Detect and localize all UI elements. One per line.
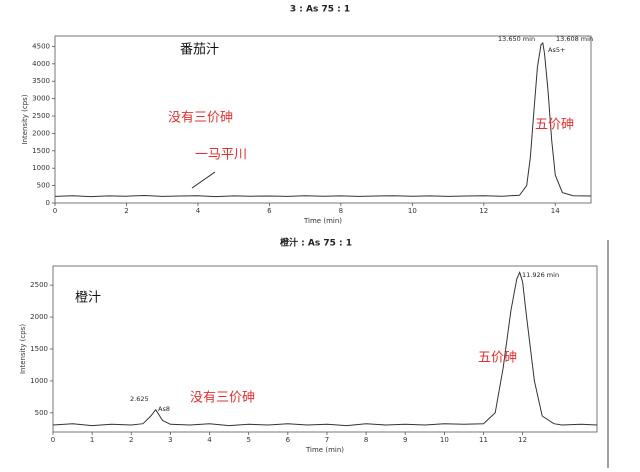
annotation: 橙汁 <box>75 291 101 306</box>
plot-frame <box>52 265 598 433</box>
annotation: 一马平川 <box>195 148 247 163</box>
pointer <box>191 171 216 189</box>
x-tick-label: 0 <box>51 436 55 444</box>
x-tick-label: 7 <box>325 436 329 444</box>
y-tick-label: 2500 <box>30 281 48 289</box>
x-tick-label: 5 <box>246 436 250 444</box>
y-tick-label: 2500 <box>32 112 50 120</box>
y-tick-label: 3500 <box>32 77 50 85</box>
trace <box>52 270 598 427</box>
annotation: 没有三价砷 <box>168 111 233 126</box>
x-tick-label: 9 <box>403 436 407 444</box>
x-tick-label: 4 <box>196 207 201 215</box>
x-tick-label: 8 <box>364 436 368 444</box>
x-tick-label: 12 <box>479 207 488 215</box>
annotation: 11.926 min <box>522 271 559 279</box>
x-tick-label: 3 <box>168 436 172 444</box>
y-tick-label: 2000 <box>30 313 48 321</box>
y-tick-label: 0 <box>46 199 50 207</box>
y-tick-label: 1000 <box>30 377 48 385</box>
annotation: 2.625 <box>130 395 149 403</box>
y-tick-label: 1500 <box>32 147 50 155</box>
x-tick-label: 4 <box>207 436 212 444</box>
y-axis-label: Intensity (cps) <box>21 94 29 144</box>
plot-frame <box>54 35 592 204</box>
y-tick-label: 2000 <box>32 129 50 137</box>
x-tick-label: 11 <box>479 436 488 444</box>
annotation: 五价砷 <box>478 351 517 366</box>
x-tick-label: 12 <box>518 436 527 444</box>
annotation: 番茄汁 <box>180 43 219 58</box>
annotation: As8 <box>158 405 170 413</box>
y-tick-label: 1000 <box>32 164 50 172</box>
x-axis-label: Time (min) <box>305 446 344 454</box>
trace <box>54 41 592 198</box>
y-tick-label: 500 <box>37 182 50 190</box>
annotation: 13.608 min <box>556 35 593 43</box>
annotation: 五价砷 <box>535 118 574 133</box>
chart-title: 橙汁 : As 75 : 1 <box>280 237 352 249</box>
x-tick-label: 1 <box>90 436 94 444</box>
chart-title: 3 : As 75 : 1 <box>290 5 350 15</box>
x-tick-label: 2 <box>129 436 133 444</box>
x-tick-label: 6 <box>286 436 291 444</box>
y-tick-label: 500 <box>35 409 48 417</box>
x-tick-label: 10 <box>440 436 449 444</box>
y-tick-label: 4500 <box>32 42 50 50</box>
x-tick-label: 6 <box>267 207 272 215</box>
x-tick-label: 8 <box>339 207 343 215</box>
y-axis-label: Intensity (cps) <box>19 324 27 374</box>
x-tick-label: 14 <box>551 207 560 215</box>
y-tick-label: 1500 <box>30 345 48 353</box>
y-tick-label: 3000 <box>32 95 50 103</box>
annotation: As5+ <box>548 46 565 54</box>
x-tick-label: 10 <box>408 207 417 215</box>
y-tick-label: 4000 <box>32 60 50 68</box>
x-tick-label: 2 <box>124 207 128 215</box>
x-tick-label: 0 <box>53 207 57 215</box>
x-axis-label: Time (min) <box>303 217 342 225</box>
annotation: 13.650 min <box>498 35 535 43</box>
annotation: 没有三价砷 <box>190 391 255 406</box>
